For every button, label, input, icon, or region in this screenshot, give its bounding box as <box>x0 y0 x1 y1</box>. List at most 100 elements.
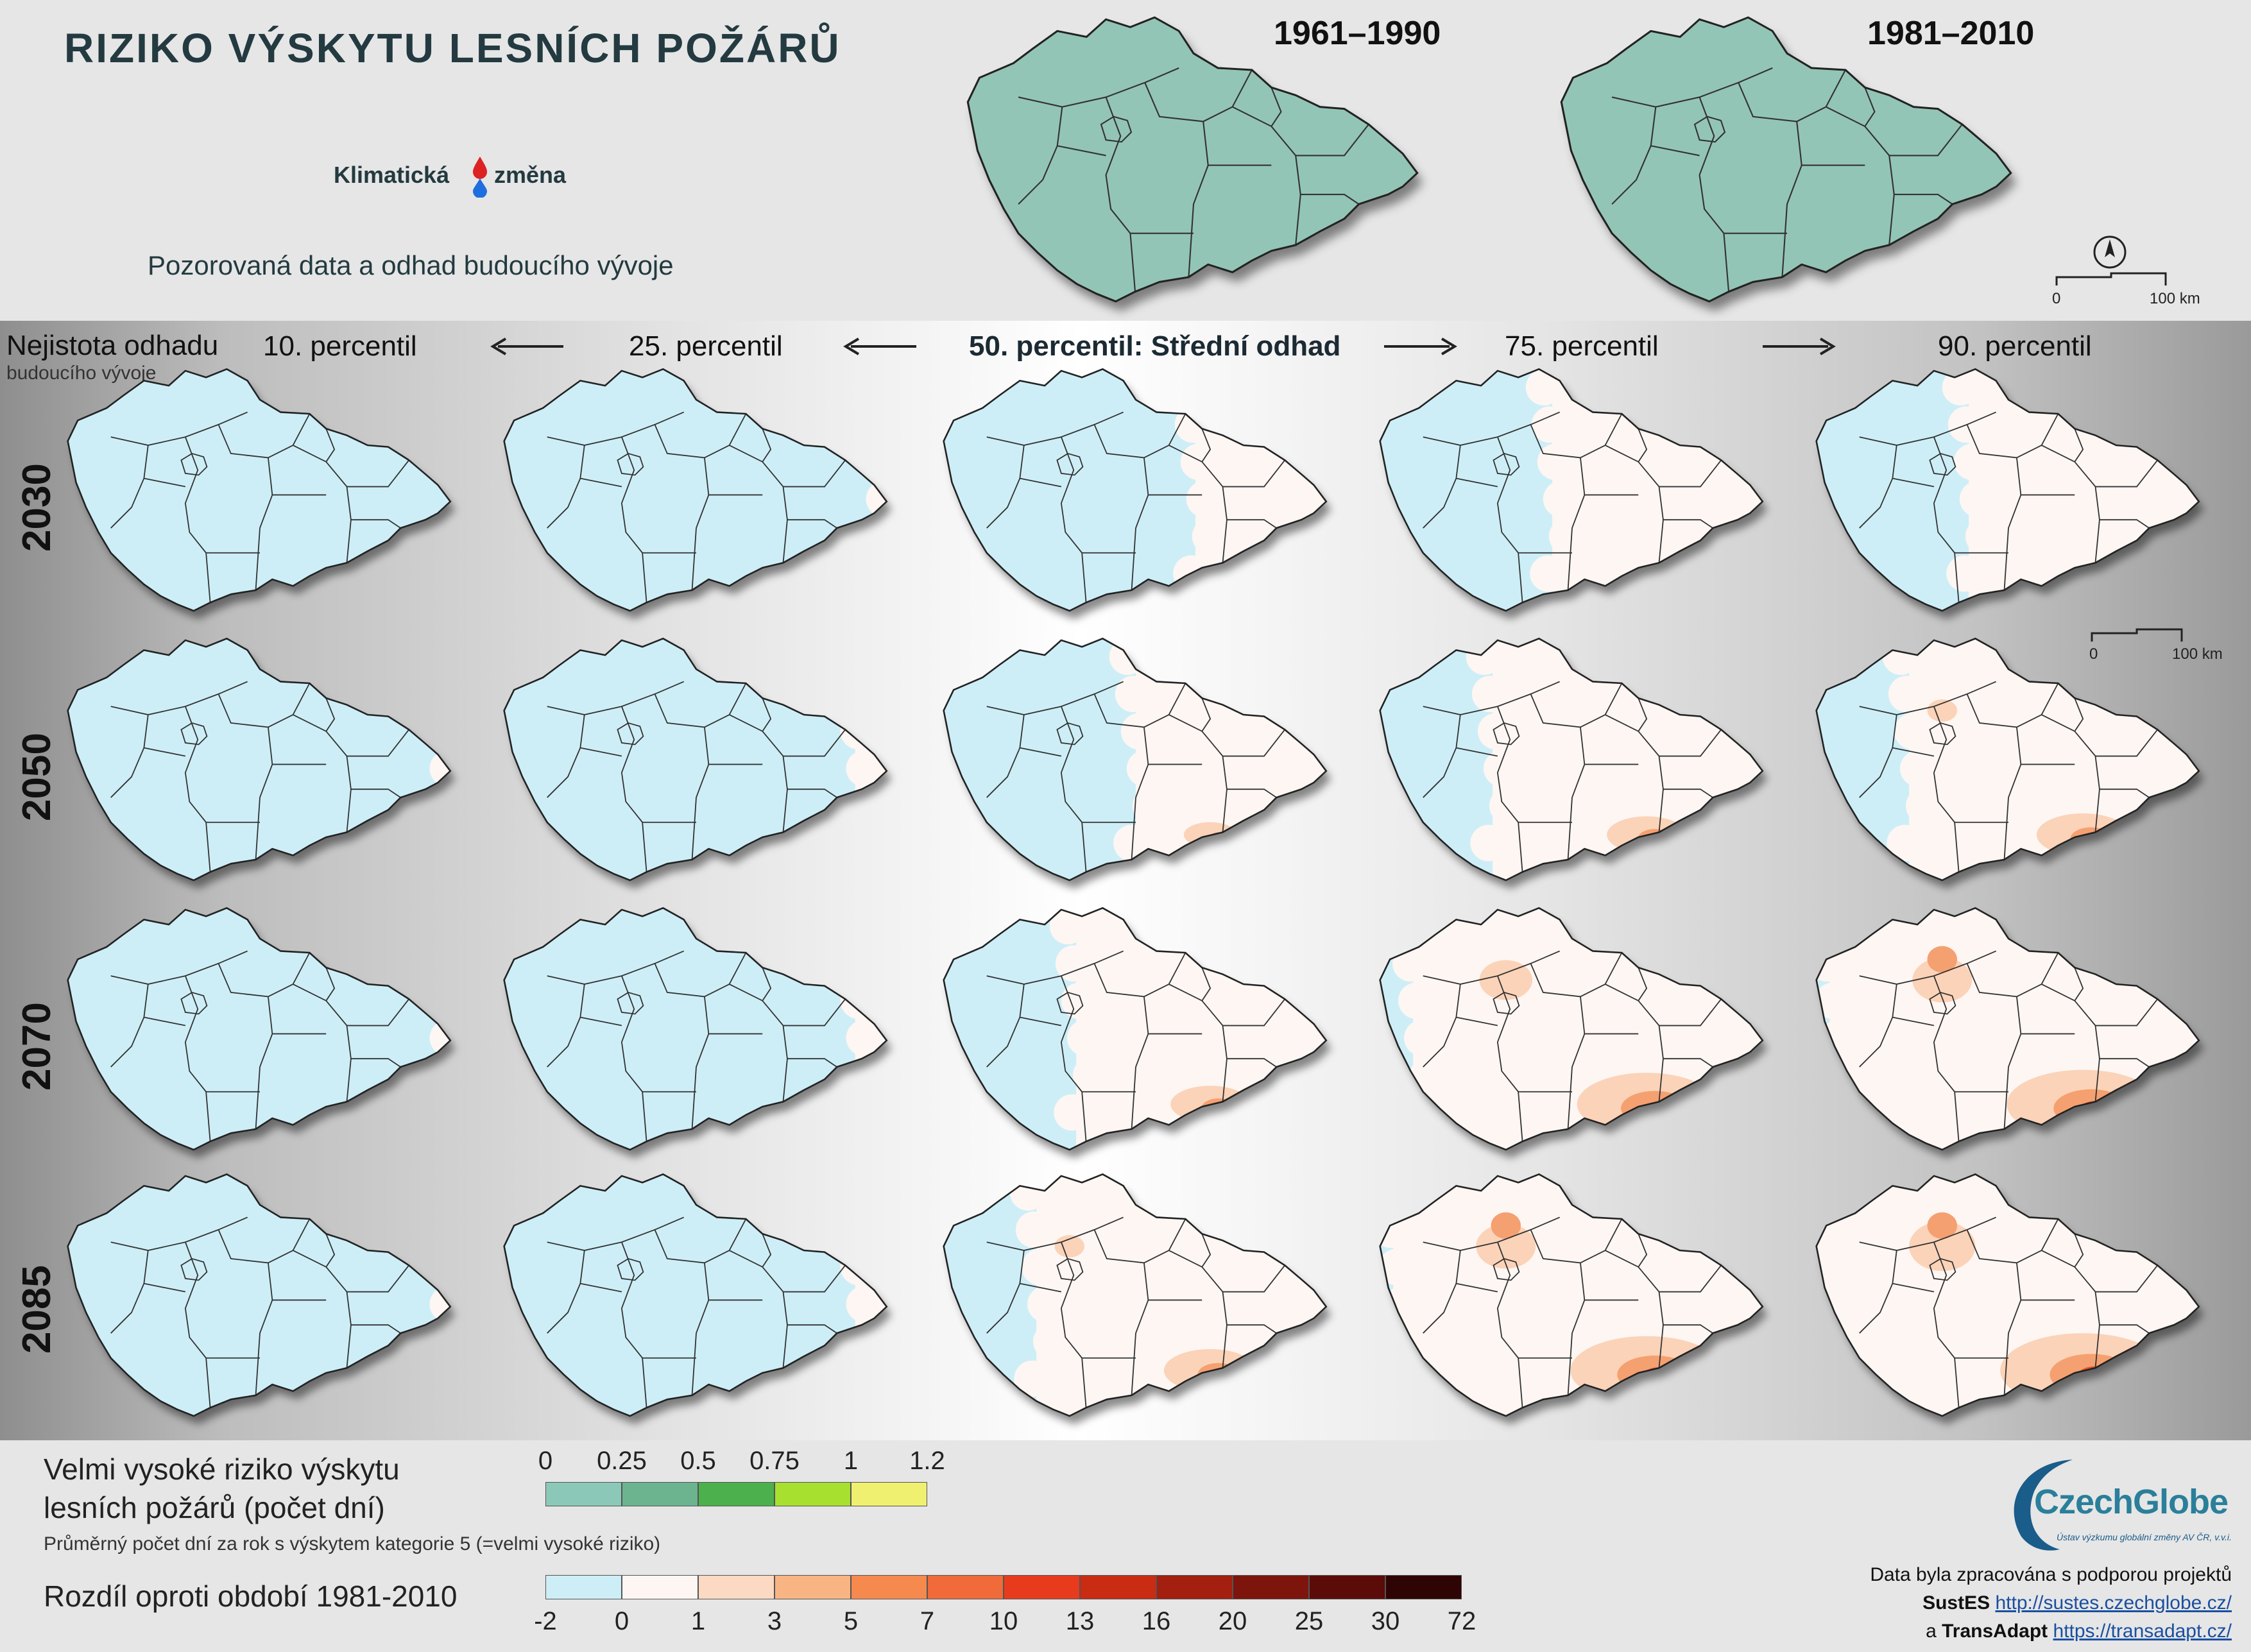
legend-abs-tick-label: 0.5 <box>680 1447 716 1475</box>
legend-diff-title: Rozdíl oproti období 1981-2010 <box>44 1580 458 1613</box>
percentile-10-label: 10. percentil <box>263 330 417 362</box>
legend-abs-title-line2: lesních požárů (počet dní) <box>44 1491 385 1524</box>
map-2030-p2 <box>943 368 1328 612</box>
map-2050-p4 <box>1815 637 2200 881</box>
legend-abs-tick-label: 0.25 <box>597 1447 647 1475</box>
credits-connector: a <box>1926 1621 1937 1642</box>
map-2085-p4 <box>1815 1173 2200 1417</box>
map-2050-p3 <box>1379 637 1764 881</box>
legend-abs-swatch <box>851 1482 927 1506</box>
legend-diff-tick-label: 20 <box>1218 1607 1247 1635</box>
arrow-right-icon <box>1384 337 1457 355</box>
legend-abs-tick-label: 1.2 <box>909 1447 945 1475</box>
logo-text-1: Klimatická <box>334 162 450 188</box>
uncertainty-label: Nejistota odhadu <box>6 330 219 361</box>
map-2070-p0 <box>67 907 452 1151</box>
legend-diff-swatch <box>775 1575 851 1599</box>
map-2030-p0 <box>67 368 452 612</box>
scale-zero-middle: 0 <box>2089 645 2098 663</box>
czechglobe-name: CzechGlobe <box>2034 1483 2229 1521</box>
map-2070-p1 <box>503 907 888 1151</box>
period-label-1981-2010: 1981–2010 <box>1867 15 2035 52</box>
page-subtitle: Pozorovaná data a odhad budoucího vývoje <box>148 250 674 280</box>
map-observed-1961-1990 <box>966 16 1419 303</box>
legend-diff-swatch <box>1309 1575 1385 1599</box>
map-2085-p3 <box>1379 1173 1764 1417</box>
arrow-left-icon <box>843 337 916 355</box>
map-2030-p4 <box>1815 368 2200 612</box>
legend-abs-tick-label: 1 <box>843 1447 859 1475</box>
year-label-2070: 2070 <box>15 1002 59 1091</box>
page-title: RIZIKO VÝSKYTU LESNÍCH POŽÁRŮ <box>64 25 841 71</box>
legend-abs-swatch <box>622 1482 698 1506</box>
scale-distance-top: 100 km <box>2150 290 2200 307</box>
legend-diff-tick-label: 10 <box>989 1607 1018 1635</box>
percentile-25-label: 25. percentil <box>629 330 783 362</box>
scale-bar-middle <box>2091 628 2183 642</box>
legend-diff-swatch <box>851 1575 927 1599</box>
year-label-2030: 2030 <box>15 463 59 552</box>
project-transadapt-name: TransAdapt <box>1942 1621 2048 1642</box>
arrow-left-icon <box>490 337 563 355</box>
percentile-90-label: 90. percentil <box>1938 330 2092 362</box>
scale-distance-middle: 100 km <box>2172 645 2223 663</box>
drop-icon <box>473 157 487 198</box>
legend-diff-tick-label: 0 <box>614 1607 629 1635</box>
period-label-1961-1990: 1961–1990 <box>1274 15 1441 52</box>
legend-diff-tick-label: 72 <box>1447 1607 1476 1635</box>
legend-diff-tick-label: 25 <box>1294 1607 1324 1635</box>
legend-diff-swatch <box>622 1575 698 1599</box>
map-2070-p3 <box>1379 907 1764 1151</box>
map-2030-p3 <box>1379 368 1764 612</box>
arrow-right-icon <box>1763 337 1836 355</box>
legend-abs-title: Velmi vysoké riziko výskytu lesních požá… <box>44 1450 400 1527</box>
czechglobe-logo-icon <box>2014 1460 2073 1551</box>
north-arrow-icon <box>2093 235 2127 269</box>
legend-diff-tick-label: 5 <box>843 1607 859 1635</box>
map-2030-p1 <box>503 368 888 612</box>
czechglobe-tagline: Ústav výzkumu globální změny AV ČR, v.v.… <box>2057 1532 2232 1542</box>
credits-line1: Data byla zpracována s podporou projektů <box>1870 1564 2232 1585</box>
year-label-2085: 2085 <box>15 1265 59 1354</box>
year-label-2050: 2050 <box>15 733 59 821</box>
legend-abs-swatch <box>775 1482 851 1506</box>
uncertainty-sublabel: budoucího vývoje <box>6 362 157 384</box>
map-2050-p0 <box>67 637 452 881</box>
logo-text-2: změna <box>494 162 567 188</box>
legend-diff-tick-label: 13 <box>1065 1607 1095 1635</box>
legend-diff-swatch <box>1156 1575 1233 1599</box>
project-sustes-link[interactable]: http://sustes.czechglobe.cz/ <box>1995 1592 2232 1614</box>
legend-abs-swatch <box>698 1482 775 1506</box>
legend-abs-swatch <box>545 1482 622 1506</box>
legend-abs-title-line1: Velmi vysoké riziko výskytu <box>44 1452 400 1486</box>
legend-diff-tick-label: 30 <box>1371 1607 1400 1635</box>
legend-diff-tick-label: -2 <box>534 1607 557 1635</box>
map-observed-1981-2010 <box>1560 16 2012 303</box>
legend-diff-swatch <box>1385 1575 1462 1599</box>
percentile-75-label: 75. percentil <box>1505 330 1659 362</box>
legend-diff-swatch <box>1233 1575 1309 1599</box>
map-2085-p1 <box>503 1173 888 1417</box>
legend-diff-swatch <box>545 1575 622 1599</box>
map-2050-p2 <box>943 637 1328 881</box>
map-2085-p2 <box>943 1173 1328 1417</box>
legend-band <box>0 1440 2251 1652</box>
legend-abs-note: Průměrný počet dní za rok s výskytem kat… <box>44 1533 661 1554</box>
credits: Data byla zpracována s podporou projektů… <box>1870 1561 2232 1646</box>
legend-diff-swatch <box>1080 1575 1156 1599</box>
legend-diff-swatch <box>927 1575 1004 1599</box>
legend-diff-swatch <box>698 1575 775 1599</box>
scale-bar-top <box>2055 272 2167 285</box>
project-transadapt-link[interactable]: https://transadapt.cz/ <box>2053 1621 2232 1642</box>
klimaticka-zmena-logo: Klimatická změna <box>334 154 590 199</box>
map-2070-p4 <box>1815 907 2200 1151</box>
legend-diff-swatch <box>1004 1575 1080 1599</box>
map-2070-p2 <box>943 907 1328 1151</box>
legend-diff-tick-label: 3 <box>767 1607 782 1635</box>
project-sustes-name: SustES <box>1922 1592 1990 1614</box>
map-2050-p1 <box>503 637 888 881</box>
legend-abs-tick-label: 0.75 <box>749 1447 800 1475</box>
map-2085-p0 <box>67 1173 452 1417</box>
legend-diff-tick-label: 16 <box>1142 1607 1171 1635</box>
legend-diff-tick-label: 1 <box>690 1607 706 1635</box>
